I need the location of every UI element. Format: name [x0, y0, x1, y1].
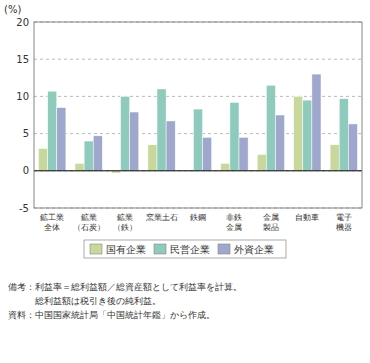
- x-tick-line: 金属: [263, 213, 279, 222]
- bar: [303, 100, 312, 171]
- y-tick-label: 15: [16, 54, 29, 65]
- bars: [39, 74, 358, 173]
- bar: [75, 163, 84, 170]
- x-tick-line: 全体: [44, 223, 60, 232]
- bar: [203, 137, 212, 170]
- x-tick-label: 鉱工業全体: [40, 213, 64, 232]
- zero-line: [34, 170, 362, 171]
- y-tick-label: 0: [23, 165, 29, 176]
- bar: [257, 154, 266, 170]
- x-tick-label: 金属製品: [263, 213, 279, 232]
- x-tick-line: 自動車: [295, 213, 319, 222]
- bar: [121, 96, 130, 170]
- x-tick-line: 製品: [263, 223, 279, 232]
- legend-label: 外資企業: [234, 244, 274, 255]
- bar: [339, 99, 348, 171]
- legend-frame: [84, 240, 286, 258]
- x-tick-line: 鉱業: [117, 213, 133, 222]
- bar: [230, 102, 239, 170]
- plot-frame: [34, 22, 362, 208]
- chart: -505101520(%)鉱工業全体鉱業（石炭）鉱業（鉄）窯業土石鉄鋼非鉄金属金…: [0, 0, 370, 363]
- bar: [166, 121, 175, 171]
- x-tick-label: 鉄鋼: [190, 213, 206, 222]
- legend-swatch: [218, 244, 230, 254]
- x-tick-label: 鉱業（石炭）: [73, 213, 105, 232]
- bar: [330, 145, 339, 171]
- bar: [84, 141, 93, 171]
- bar: [193, 109, 202, 171]
- x-tick-label: 窯業土石: [146, 213, 178, 222]
- bar: [130, 112, 139, 171]
- x-tick-line: 金属: [226, 223, 242, 232]
- x-tick-line: 窯業土石: [146, 213, 178, 222]
- x-tick-label: 自動車: [295, 213, 319, 222]
- bar: [48, 91, 57, 171]
- x-tick-label: 鉱業（鉄）: [113, 213, 137, 232]
- bar: [39, 148, 48, 170]
- legend-swatch: [154, 244, 166, 254]
- y-label: (%): [4, 4, 21, 15]
- x-tick-line: 鉱業: [81, 213, 97, 222]
- x-tick-label: 電子機器: [336, 213, 352, 232]
- bar: [157, 89, 166, 171]
- bar: [312, 74, 321, 171]
- note: 総利益額は税引き後の純利益。: [8, 296, 161, 306]
- bar: [239, 137, 248, 170]
- bar: [57, 108, 66, 171]
- y-tick-label: 5: [23, 128, 29, 139]
- y-tick-label: 20: [16, 17, 29, 28]
- x-tick-line: （石炭）: [73, 223, 105, 232]
- legend-label: 国有企業: [106, 244, 146, 255]
- y-tick-label: 10: [16, 91, 29, 102]
- x-tick-line: 電子: [336, 213, 352, 222]
- bar: [275, 115, 284, 171]
- bar: [221, 163, 230, 170]
- x-tick-label: 非鉄金属: [226, 213, 242, 232]
- x-tick-line: 鉄鋼: [190, 213, 206, 222]
- note: 資料：中国国家統計局「中国統計年鑑」から作成。: [8, 310, 215, 320]
- note: 備考：利益率＝総利益額／総資産額として利益率を計算。: [8, 282, 242, 292]
- x-tick-line: 鉱工業: [40, 213, 64, 222]
- x-tick-line: 機器: [336, 223, 352, 232]
- legend-swatch: [90, 244, 102, 254]
- grid-line: [34, 170, 362, 171]
- y-tick-label: -5: [19, 203, 29, 214]
- x-tick-line: （鉄）: [113, 223, 137, 232]
- bar: [93, 136, 102, 171]
- legend-label: 民営企業: [170, 244, 210, 255]
- grid-line: [34, 59, 362, 60]
- bar: [266, 85, 275, 171]
- bar: [148, 145, 157, 171]
- x-tick-line: 非鉄: [226, 213, 242, 222]
- bar: [294, 96, 303, 170]
- bar: [348, 124, 357, 171]
